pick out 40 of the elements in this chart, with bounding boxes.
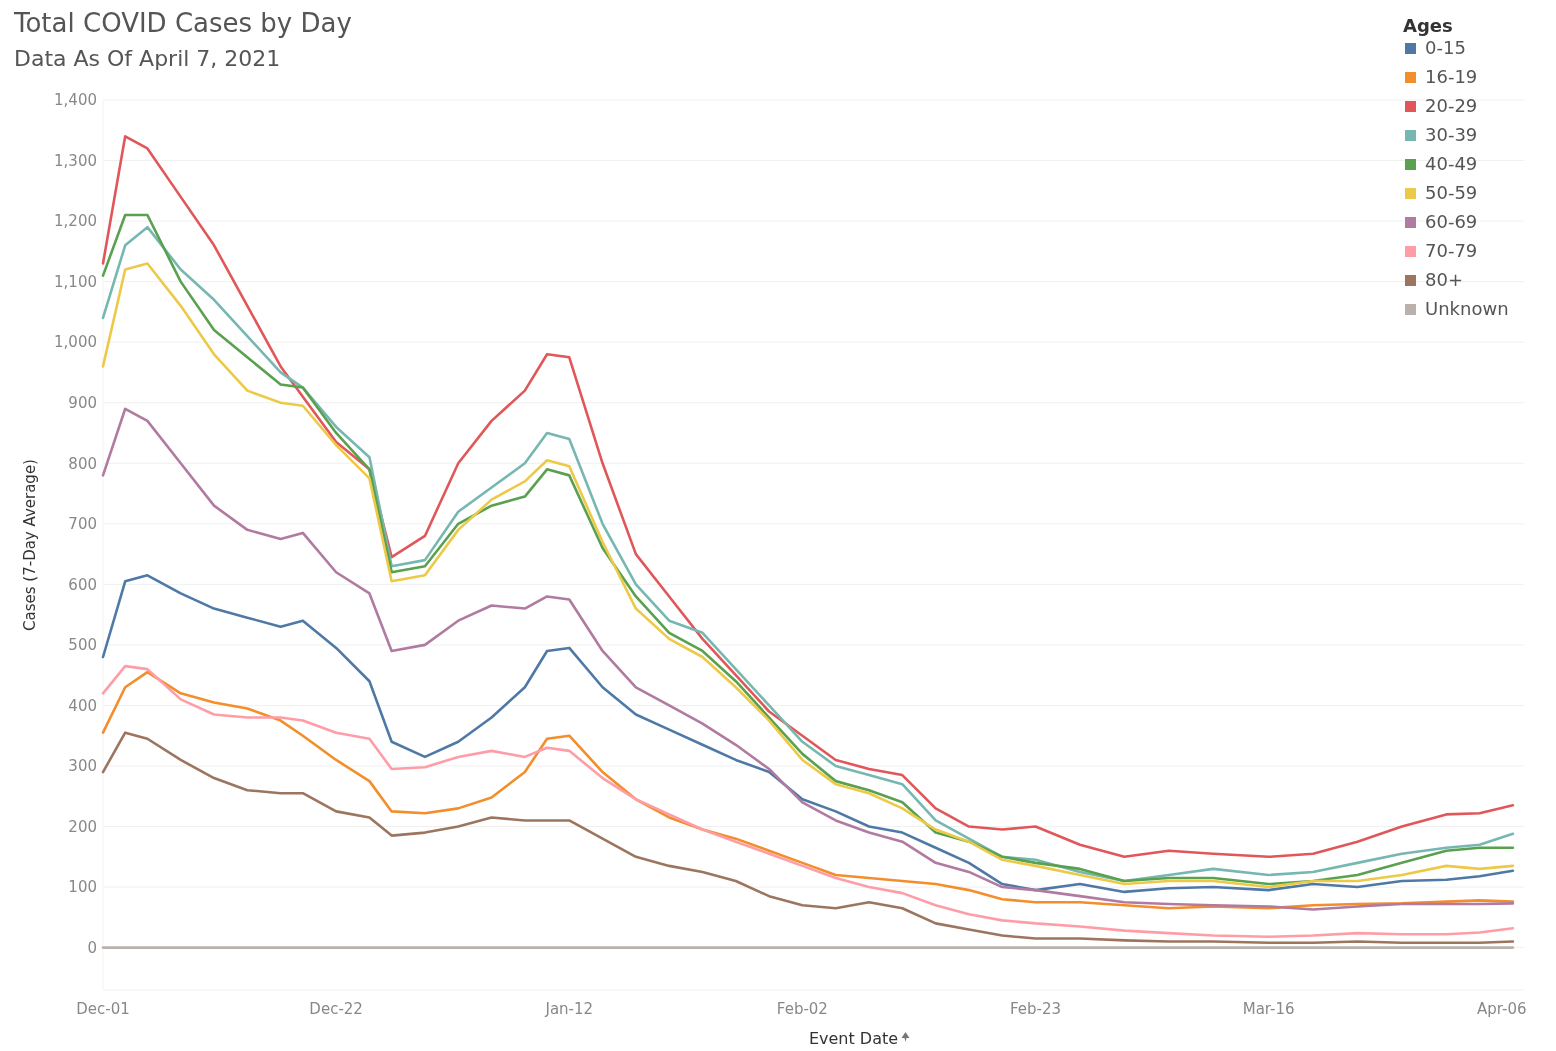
legend-label: 30-39	[1425, 124, 1478, 145]
line-series	[101, 407, 1515, 911]
y-tick-label: 1,100	[54, 272, 97, 291]
x-tick-label: Dec-22	[309, 1000, 363, 1018]
legend-label: 70-79	[1425, 240, 1478, 261]
y-tick-label: 0	[87, 938, 97, 957]
y-tick-label: 400	[68, 696, 97, 715]
y-tick-label: 1,300	[54, 151, 97, 170]
y-tick-label: 800	[68, 454, 97, 473]
legend-label: 80+	[1425, 269, 1463, 290]
chart-title: Total COVID Cases by Day	[13, 8, 352, 38]
y-tick-label: 200	[68, 817, 97, 836]
x-tick-label: Feb-02	[776, 1000, 828, 1018]
legend-label: 40-49	[1425, 153, 1478, 174]
y-tick-label: 1,000	[54, 333, 97, 352]
x-tick-label: Dec-01	[76, 1000, 130, 1018]
y-tick-label: 900	[68, 393, 97, 412]
legend-label: Unknown	[1425, 298, 1509, 319]
y-tick-label: 300	[68, 757, 97, 776]
x-tick-label: Feb-23	[1010, 1000, 1062, 1018]
chart-subtitle: Data As Of April 7, 2021	[14, 46, 281, 71]
y-tick-label: 500	[68, 636, 97, 655]
line-series	[101, 573, 1515, 894]
y-tick-label: 700	[68, 515, 97, 534]
y-axis-title: Cases (7-Day Average)	[21, 459, 39, 631]
x-axis-title: Event Date	[808, 1029, 899, 1048]
y-tick-label: 1,400	[54, 91, 97, 110]
line-series	[101, 731, 1515, 945]
x-tick-label: Apr-06	[1477, 1000, 1527, 1018]
legend-label: 50-59	[1425, 182, 1478, 203]
y-tick-label: 600	[68, 575, 97, 594]
x-tick-label: Jan-12	[544, 1000, 594, 1018]
legend-label: 60-69	[1425, 211, 1478, 232]
legend-label: 0-15	[1425, 37, 1466, 58]
y-tick-label: 100	[68, 878, 97, 897]
legend-label: 20-29	[1425, 95, 1478, 116]
x-tick-label: Mar-16	[1242, 1000, 1295, 1018]
legend-title: Ages	[1403, 15, 1453, 36]
legend-label: 16-19	[1425, 66, 1478, 87]
y-tick-label: 1,200	[54, 212, 97, 231]
